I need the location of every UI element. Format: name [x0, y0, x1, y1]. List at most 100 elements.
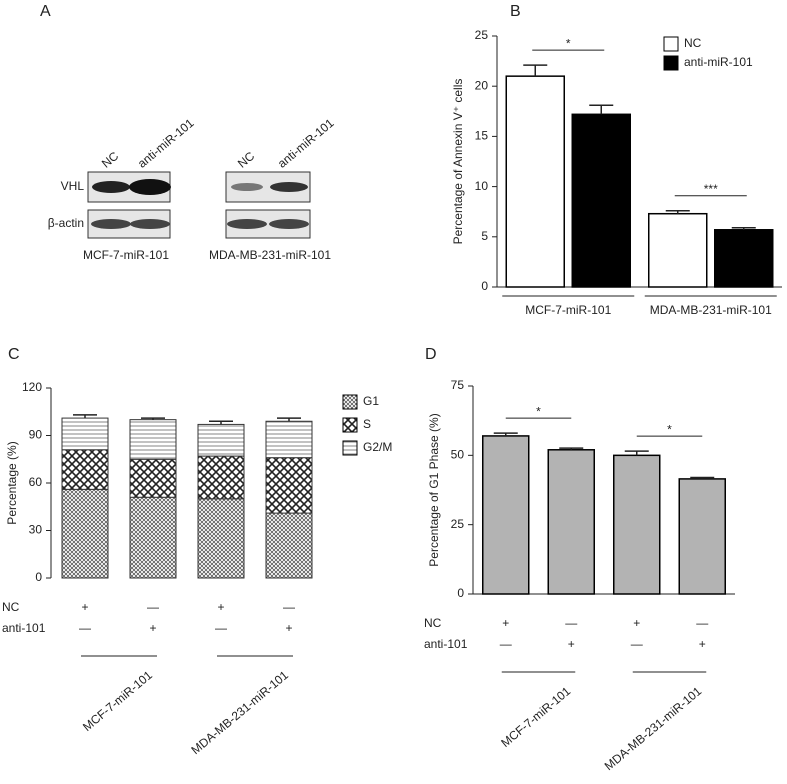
- cell-line-label: MCF-7-miR-101: [83, 248, 169, 262]
- blot-band: [227, 219, 267, 229]
- bar: [678, 478, 726, 595]
- condition-mark: —: [283, 600, 295, 614]
- cell-line-label: MDA-MB-231-miR-101: [209, 248, 331, 262]
- condition-mark: +: [149, 621, 156, 635]
- legend-label: anti-miR-101: [684, 55, 753, 69]
- blot-band: [269, 219, 309, 229]
- legend-swatch: [342, 417, 358, 433]
- y-tick-label: 25: [475, 28, 489, 42]
- blot-band: [92, 181, 130, 193]
- bar: [648, 212, 708, 288]
- condition-mark: —: [500, 637, 512, 651]
- bar-segment: [129, 496, 177, 579]
- y-axis-label: Percentage of Annexin V⁺ cells: [451, 79, 465, 245]
- panel-label: D: [425, 346, 437, 363]
- y-tick-label: 15: [475, 129, 489, 143]
- condition-mark: +: [502, 616, 509, 630]
- condition-mark: —: [696, 616, 708, 630]
- significance-label: ***: [704, 182, 718, 196]
- bar-segment: [61, 417, 109, 451]
- protein-label: VHL: [61, 179, 85, 193]
- condition-mark: +: [285, 621, 292, 635]
- group-label: MCF-7-miR-101: [80, 668, 155, 734]
- bar-segment: [265, 457, 313, 514]
- bar-segment: [129, 458, 177, 498]
- bar: [505, 75, 565, 288]
- y-tick-label: 10: [475, 179, 489, 193]
- condition-mark: +: [568, 637, 575, 651]
- bar: [714, 229, 774, 288]
- legend-label: G2/M: [363, 440, 392, 454]
- bar-segment: [197, 423, 245, 457]
- legend-label: NC: [684, 36, 702, 50]
- bar: [613, 454, 661, 595]
- bar-segment: [197, 455, 245, 500]
- legend-label: S: [363, 417, 371, 431]
- y-tick-label: 50: [451, 448, 465, 462]
- condition-label: NC: [2, 600, 20, 614]
- blot-band: [231, 183, 263, 191]
- blot-band: [130, 219, 170, 229]
- group-label: MDA-MB-231-miR-101: [188, 668, 291, 757]
- bar-segment: [61, 449, 109, 490]
- condition-mark: —: [215, 621, 227, 635]
- y-tick-label: 20: [475, 78, 489, 92]
- bar-segment: [197, 498, 245, 579]
- condition-mark: —: [631, 637, 643, 651]
- blot-band: [129, 179, 171, 195]
- panel-label: A: [40, 3, 51, 20]
- x-tick-label: MDA-MB-231-miR-101: [650, 303, 772, 317]
- significance-label: *: [566, 36, 571, 50]
- significance-label: *: [667, 422, 672, 436]
- y-tick-label: 25: [451, 517, 465, 531]
- blot-band: [270, 182, 308, 192]
- condition-mark: —: [147, 600, 159, 614]
- bar: [571, 113, 631, 288]
- y-tick-label: 90: [29, 428, 43, 442]
- condition-mark: +: [217, 600, 224, 614]
- legend-swatch: [663, 36, 679, 52]
- y-axis-label: Percentage of G1 Phase (%): [427, 413, 441, 566]
- bar-segment: [265, 420, 313, 459]
- y-tick-label: 60: [29, 475, 43, 489]
- y-tick-label: 0: [35, 570, 42, 584]
- y-tick-label: 30: [29, 523, 43, 537]
- legend-swatch: [342, 394, 358, 410]
- panel-a: A NC anti-miR-101 NC anti-miR-101 VHL β-…: [40, 3, 337, 262]
- condition-mark: +: [633, 616, 640, 630]
- lane-label: NC: [99, 149, 122, 171]
- condition-mark: —: [565, 616, 577, 630]
- condition-label: NC: [424, 616, 442, 630]
- group-label: MDA-MB-231-miR-101: [602, 684, 705, 773]
- condition-mark: +: [81, 600, 88, 614]
- legend-swatch: [342, 440, 358, 456]
- condition-label: anti-101: [2, 621, 46, 635]
- condition-mark: —: [79, 621, 91, 635]
- legend-swatch: [663, 55, 679, 71]
- y-tick-label: 0: [481, 279, 488, 293]
- group-label: MCF-7-miR-101: [498, 684, 573, 750]
- bar-segment: [129, 419, 177, 460]
- panel-label: C: [8, 346, 20, 363]
- condition-mark: +: [699, 637, 706, 651]
- protein-label: β-actin: [48, 216, 84, 230]
- lane-label: anti-miR-101: [275, 116, 337, 171]
- y-tick-label: 5: [481, 229, 488, 243]
- y-axis-label: Percentage (%): [5, 441, 19, 524]
- panel-label: B: [510, 3, 521, 20]
- legend-label: G1: [363, 394, 379, 408]
- bar: [482, 435, 530, 595]
- bar: [547, 449, 595, 595]
- x-tick-label: MCF-7-miR-101: [525, 303, 611, 317]
- lane-label: anti-miR-101: [135, 116, 197, 171]
- lane-label: NC: [235, 149, 258, 171]
- condition-label: anti-101: [424, 637, 468, 651]
- y-tick-label: 120: [22, 380, 42, 394]
- blot-band: [91, 219, 131, 229]
- bar-segment: [61, 488, 109, 579]
- y-tick-label: 0: [457, 586, 464, 600]
- y-tick-label: 75: [451, 378, 465, 392]
- significance-label: *: [536, 404, 541, 418]
- bar-segment: [265, 512, 313, 579]
